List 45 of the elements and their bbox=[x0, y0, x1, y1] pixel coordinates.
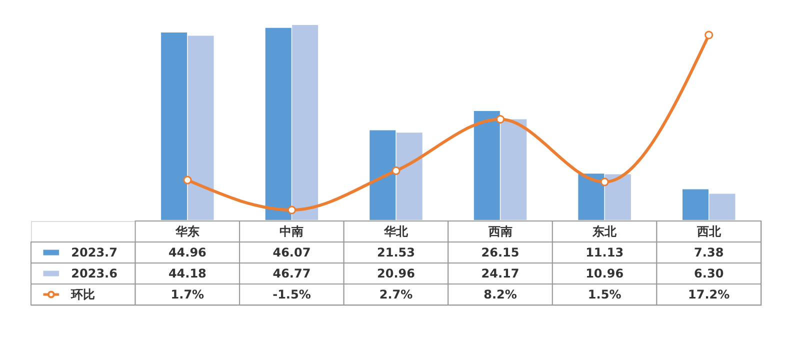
data-label: 46.77 bbox=[272, 266, 311, 280]
data-label: 7.38 bbox=[694, 246, 724, 260]
legend-label: 2023.7 bbox=[71, 246, 118, 260]
data-label: 26.15 bbox=[481, 246, 520, 260]
data-label: 8.2% bbox=[484, 288, 517, 302]
bar bbox=[604, 174, 631, 220]
bar bbox=[396, 132, 422, 220]
bar bbox=[370, 130, 396, 220]
bar bbox=[682, 189, 708, 220]
data-label: 11.13 bbox=[586, 246, 624, 260]
bar bbox=[474, 110, 500, 220]
point bbox=[704, 30, 714, 40]
legend-label: 环比 bbox=[70, 288, 96, 302]
point bbox=[287, 206, 296, 214]
data-label: -1.5% bbox=[272, 288, 311, 302]
bar bbox=[265, 28, 292, 220]
bar bbox=[161, 32, 188, 220]
point bbox=[600, 178, 609, 186]
data-label: 1.7% bbox=[170, 288, 204, 302]
data-label: 17.2% bbox=[688, 288, 730, 302]
bar bbox=[292, 25, 318, 220]
x-tick-label: 东北 bbox=[592, 224, 618, 238]
data-label: 21.53 bbox=[377, 246, 415, 260]
bar bbox=[578, 174, 604, 220]
x-tick-label: 华北 bbox=[383, 224, 409, 238]
x-tick-label: 西南 bbox=[487, 224, 512, 238]
x-tick-label: 华东 bbox=[174, 224, 200, 238]
bar bbox=[709, 194, 736, 220]
x-tick-label: 中南 bbox=[280, 224, 304, 238]
data-label: 2.7% bbox=[379, 288, 413, 302]
data-label: 6.30 bbox=[694, 266, 724, 280]
point bbox=[392, 166, 400, 175]
point bbox=[183, 176, 192, 184]
data-label: 44.96 bbox=[168, 246, 206, 260]
bar bbox=[188, 36, 214, 220]
data-label: 10.96 bbox=[586, 266, 624, 280]
bar bbox=[500, 119, 527, 220]
data-label: 20.96 bbox=[377, 266, 415, 280]
data-label: 44.18 bbox=[168, 266, 206, 280]
data-label: 1.5% bbox=[588, 288, 622, 302]
legend-label: 2023.6 bbox=[71, 266, 118, 280]
data-label: 24.17 bbox=[481, 266, 520, 280]
x-tick-label: 西北 bbox=[696, 224, 722, 238]
data-label: 46.07 bbox=[272, 246, 311, 260]
point bbox=[496, 114, 505, 124]
